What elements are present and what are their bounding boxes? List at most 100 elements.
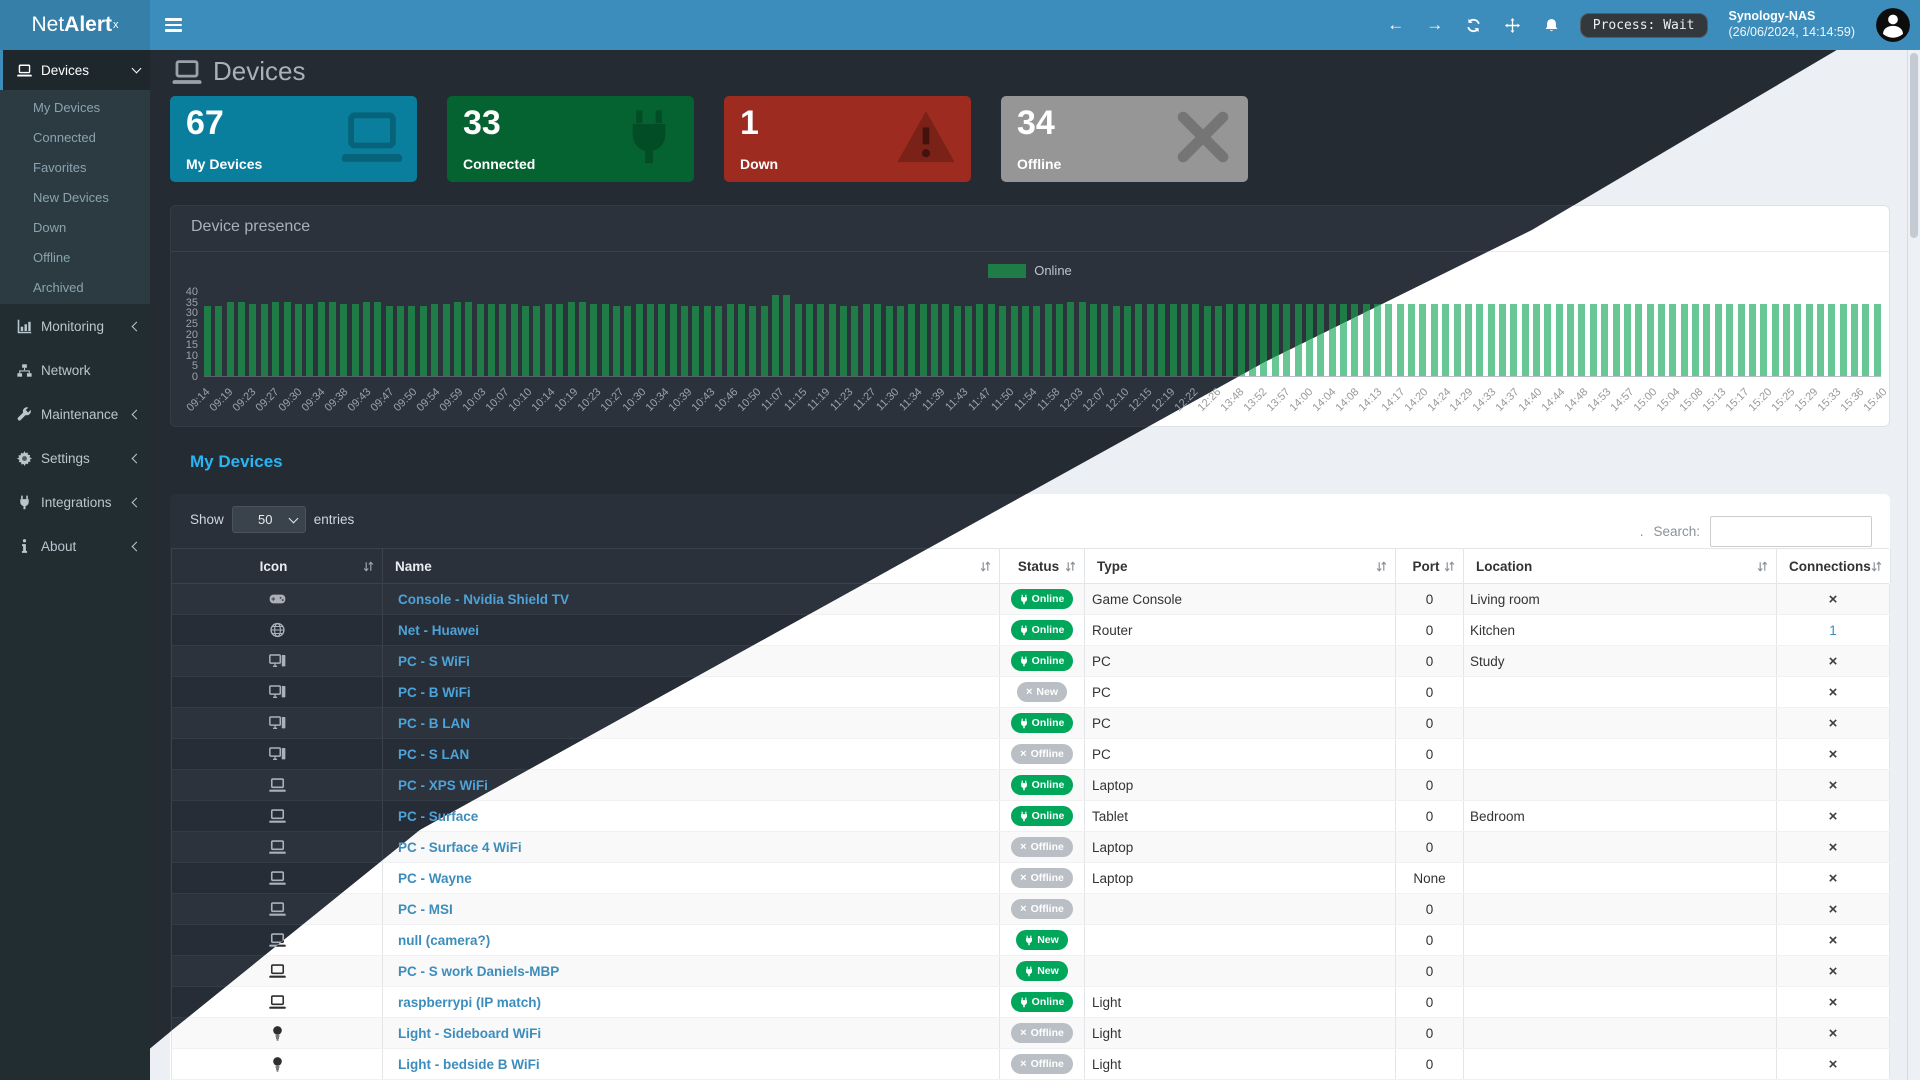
chart-bar	[1294, 304, 1302, 376]
column-header-type[interactable]: Type	[1085, 549, 1396, 583]
sidebar-subitem-favorites[interactable]: Favorites	[33, 159, 87, 175]
connections-x-icon: ×	[1828, 838, 1838, 856]
status-badge: ×New	[1016, 682, 1068, 702]
sidebar-subitem-offline[interactable]: Offline	[33, 249, 71, 265]
chart-bar	[544, 304, 552, 376]
chart-bar	[737, 304, 745, 376]
sidebar-item-maintenance[interactable]: Maintenance	[0, 392, 150, 436]
bulb-icon	[269, 1025, 286, 1041]
avatar[interactable]	[1876, 8, 1910, 42]
device-location-cell: Living room	[1464, 584, 1777, 614]
nav-forward-icon[interactable]: →	[1426, 15, 1444, 34]
chart-legend[interactable]: Online	[171, 263, 1889, 278]
refresh-icon[interactable]	[1463, 14, 1485, 36]
chart-bar	[453, 302, 461, 376]
sidebar-subitem-new-devices[interactable]: New Devices	[33, 189, 109, 205]
x-axis-label: 12:03	[1057, 386, 1086, 414]
x-axis-label: 11:07	[759, 386, 787, 414]
column-header-location[interactable]: Location	[1464, 549, 1777, 583]
x-icon: ×	[1020, 747, 1027, 760]
device-connections-cell: ×	[1777, 925, 1890, 955]
y-axis-tick: 40	[185, 286, 198, 298]
device-name-link[interactable]: null (camera?)	[398, 932, 491, 948]
chart-bar	[1010, 306, 1018, 376]
column-header-connections[interactable]: Connections	[1777, 549, 1891, 583]
nav-back-icon[interactable]: ←	[1387, 15, 1405, 34]
device-name-link[interactable]: Net - Huawei	[398, 622, 480, 638]
x-icon: ×	[1020, 840, 1027, 853]
page-size-value: 50	[258, 512, 273, 527]
column-header-port[interactable]: Port	[1396, 549, 1464, 583]
device-name-link[interactable]: Console - Nvidia Shield TV	[398, 591, 570, 607]
device-name-cell: raspberrypi (IP match)	[383, 987, 1000, 1017]
device-name-link[interactable]: Light - bedside B WiFi	[398, 1056, 540, 1072]
sidebar-subitem-my-devices[interactable]: My Devices	[33, 99, 101, 115]
chart-bar	[1362, 304, 1370, 376]
status-badge: Online	[1010, 589, 1074, 609]
chart-bar	[260, 304, 268, 376]
device-name-link[interactable]: PC - Surface 4 WiFi	[398, 839, 522, 855]
status-badge: Online	[1010, 775, 1074, 795]
sidebar-item-integrations[interactable]: Integrations	[0, 480, 150, 524]
chart-bar	[828, 304, 836, 376]
bell-icon[interactable]	[1541, 14, 1563, 36]
device-name-link[interactable]: PC - S work Daniels-MBP	[398, 963, 560, 979]
sidebar-item-network[interactable]: Network	[0, 348, 150, 392]
sidebar-subitem-archived[interactable]: Archived	[33, 279, 84, 295]
connections-count-link[interactable]: 1	[1829, 622, 1837, 638]
x-axis-label: 09:38	[322, 386, 351, 414]
column-header-icon[interactable]: Icon	[171, 549, 383, 583]
chart-bar	[1249, 304, 1257, 376]
chart-bar	[658, 304, 666, 376]
page-size-select[interactable]: 50	[231, 506, 306, 533]
stat-card-connected[interactable]: 33 Connected	[447, 96, 694, 182]
device-name-link[interactable]: PC - MSI	[398, 901, 453, 917]
chart-bar	[1680, 304, 1688, 376]
column-header-label: Name	[395, 558, 432, 574]
device-location-cell	[1464, 1018, 1777, 1048]
chart-bar	[328, 302, 336, 376]
plug-icon	[1020, 811, 1028, 822]
search-control: . Search:	[1640, 516, 1872, 547]
sidebar-item-label: Network	[41, 362, 91, 378]
y-axis-tick: 25	[185, 317, 198, 330]
x-icon: ×	[1025, 685, 1033, 698]
x-axis-label: 12:19	[1149, 386, 1178, 414]
device-location-cell	[1464, 677, 1777, 707]
stat-card-my-devices[interactable]: 67 My Devices	[170, 96, 417, 182]
device-name-link[interactable]: PC - XPS WiFi	[398, 777, 488, 793]
column-header-status[interactable]: Status	[1000, 549, 1085, 583]
warning-icon	[895, 108, 957, 166]
sidebar-item-settings[interactable]: Settings	[0, 436, 150, 480]
stat-card-down[interactable]: 1 Down	[724, 96, 971, 182]
chart-bar	[578, 302, 586, 376]
x-axis-label: 14:57	[1608, 386, 1637, 414]
chart-bar	[771, 295, 779, 376]
stat-card-offline[interactable]: 34 Offline	[1001, 96, 1248, 182]
x-icon: ×	[1020, 902, 1027, 915]
page-scrollbar[interactable]	[1907, 50, 1920, 1080]
sidebar-subitem-connected[interactable]: Connected	[33, 129, 96, 145]
sidebar-item-monitoring[interactable]: Monitoring	[0, 304, 150, 348]
search-input[interactable]	[1710, 516, 1872, 547]
device-type-cell	[1085, 956, 1396, 986]
device-name-link[interactable]: Light - Sideboard WiFi	[398, 1025, 542, 1041]
device-name-link[interactable]: PC - B LAN	[398, 715, 470, 731]
sidebar-subitem-down[interactable]: Down	[33, 219, 67, 235]
device-type-cell: Laptop	[1085, 770, 1396, 800]
sidebar-toggle-button[interactable]	[150, 0, 196, 50]
chart-bar	[1090, 304, 1098, 376]
status-badge: Online	[1010, 713, 1074, 733]
device-name-link[interactable]: PC - S WiFi	[398, 653, 470, 669]
device-name-link[interactable]: PC - B WiFi	[398, 684, 471, 700]
move-icon[interactable]	[1502, 14, 1524, 36]
device-name-link[interactable]: PC - Wayne	[398, 870, 472, 886]
device-name-link[interactable]: PC - S LAN	[398, 746, 470, 762]
sidebar-item-devices[interactable]: Devices	[0, 50, 150, 90]
device-name-link[interactable]: raspberrypi (IP match)	[398, 994, 542, 1010]
scrollbar-thumb[interactable]	[1910, 53, 1918, 238]
chart-bar	[1873, 304, 1881, 376]
sidebar-item-about[interactable]: About	[0, 524, 150, 568]
chart-bar	[851, 306, 859, 376]
